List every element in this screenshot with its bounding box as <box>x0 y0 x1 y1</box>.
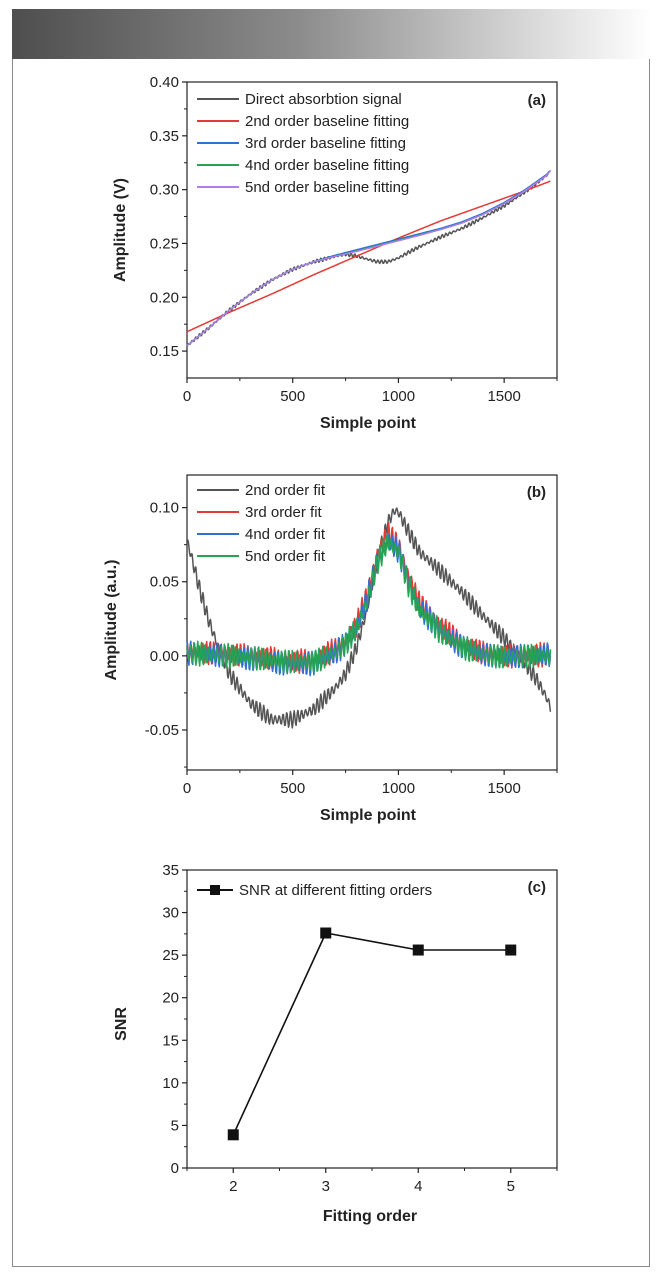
header-bar <box>12 9 652 59</box>
panel-a-series-1-line <box>186 170 551 347</box>
panel-c-ytick-label: 20 <box>162 990 179 1007</box>
panel-a-ytick-label: 0.35 <box>150 128 179 145</box>
panel-c-ytick-label: 0 <box>171 1160 179 1177</box>
panel-a: (a) Simple point Amplitude (V) 0 500 1000 1… <box>112 74 558 432</box>
panel-a-xtick-label: 1500 <box>487 388 520 405</box>
panel-a-series-5-line <box>186 170 551 347</box>
panel-c-data-point <box>412 944 424 956</box>
panel-c-ytick-label: 5 <box>171 1117 179 1134</box>
panel-c-legend-label: SNR at different fitting orders <box>239 882 432 899</box>
panel-b-legend-label: 3rd order fit <box>245 504 323 521</box>
panel-c-legend-marker <box>210 885 220 895</box>
panel-a-series-3-line <box>186 169 551 347</box>
panel-b-ytick-label: 0.05 <box>150 574 179 591</box>
panel-a-xlabel: Simple point <box>320 415 417 432</box>
panel-c-xtick-label: 4 <box>414 1178 422 1195</box>
panel-c-xlabel: Fitting order <box>323 1208 417 1225</box>
panel-b-series-4-line <box>186 533 552 674</box>
panel-c-ytick-label: 35 <box>162 862 179 879</box>
panel-a-legend-label: 5nd order baseline fitting <box>245 179 409 196</box>
panel-a-ytick-label: 0.30 <box>150 182 179 199</box>
panel-c-series-line <box>232 932 511 1136</box>
panel-b-label: (b) <box>527 484 546 501</box>
panel-a-legend-label: Direct absorbtion signal <box>245 91 402 108</box>
panel-c-ytick-label: 30 <box>162 905 179 922</box>
panel-b-xtick-label: 1500 <box>487 780 520 797</box>
panel-b-xlabel: Simple point <box>320 807 417 824</box>
panel-b-xtick-label: 0 <box>183 780 191 797</box>
panel-b-ytick-label: 0.00 <box>150 648 179 665</box>
panel-c-ytick-label: 15 <box>162 1032 179 1049</box>
panel-a-ytick-label: 0.15 <box>150 343 179 360</box>
panel-c-ytick-label: 25 <box>162 947 179 964</box>
panel-b-frame <box>186 474 558 771</box>
panel-c: (c) Fitting order SNR 2 3 4 5 0 5 10 15 20 25 30 35… <box>113 862 558 1225</box>
panel-b: (b) Simple point Amplitude (a.u.) 0 500 10… <box>103 474 558 824</box>
panel-b-xtick-label: 500 <box>280 780 305 797</box>
panel-c-data-point <box>227 1129 239 1141</box>
panel-a-legend-label: 3rd order baseline fitting <box>245 135 406 152</box>
panel-a-xtick-label: 1000 <box>382 388 415 405</box>
panel-b-legend-label: 5nd order fit <box>245 548 326 565</box>
panel-a-ytick-label: 0.40 <box>150 74 179 91</box>
panel-a-ytick-label: 0.25 <box>150 235 179 252</box>
panel-b-ylabel: Amplitude (a.u.) <box>103 560 120 681</box>
figure-frame <box>12 59 650 1267</box>
panel-a-xtick-label: 500 <box>280 388 305 405</box>
panel-b-legend-label: 4nd order fit <box>245 526 326 543</box>
panel-c-ytick-label: 10 <box>162 1075 179 1092</box>
panel-c-xtick-label: 2 <box>229 1178 237 1195</box>
panel-c-label: (c) <box>528 879 546 896</box>
panel-a-series-4-line <box>186 170 551 347</box>
panel-c-data-point <box>320 927 332 939</box>
panel-a-legend-label: 4nd order baseline fitting <box>245 157 409 174</box>
panel-b-xtick-label: 1000 <box>382 780 415 797</box>
panel-c-frame <box>186 869 558 1169</box>
panel-c-xtick-label: 5 <box>507 1178 515 1195</box>
panel-a-legend-label: 2nd order baseline fitting <box>245 113 409 130</box>
panel-b-legend-label: 2nd order fit <box>245 482 326 499</box>
panel-a-xtick-label: 0 <box>183 388 191 405</box>
panel-a-series-2-line <box>186 180 551 333</box>
panel-b-ytick-label: 0.10 <box>150 500 179 517</box>
panel-a-label: (a) <box>528 92 546 109</box>
panel-a-ytick-label: 0.20 <box>150 289 179 306</box>
panel-a-ylabel: Amplitude (V) <box>112 178 129 282</box>
panel-c-data-point <box>505 944 517 956</box>
panel-b-ytick-label: -0.05 <box>145 722 179 739</box>
panel-c-ylabel: SNR <box>113 1007 130 1041</box>
panel-a-frame <box>186 81 558 379</box>
panel-c-xtick-label: 3 <box>322 1178 330 1195</box>
panel-b-series-1-line <box>186 507 552 729</box>
